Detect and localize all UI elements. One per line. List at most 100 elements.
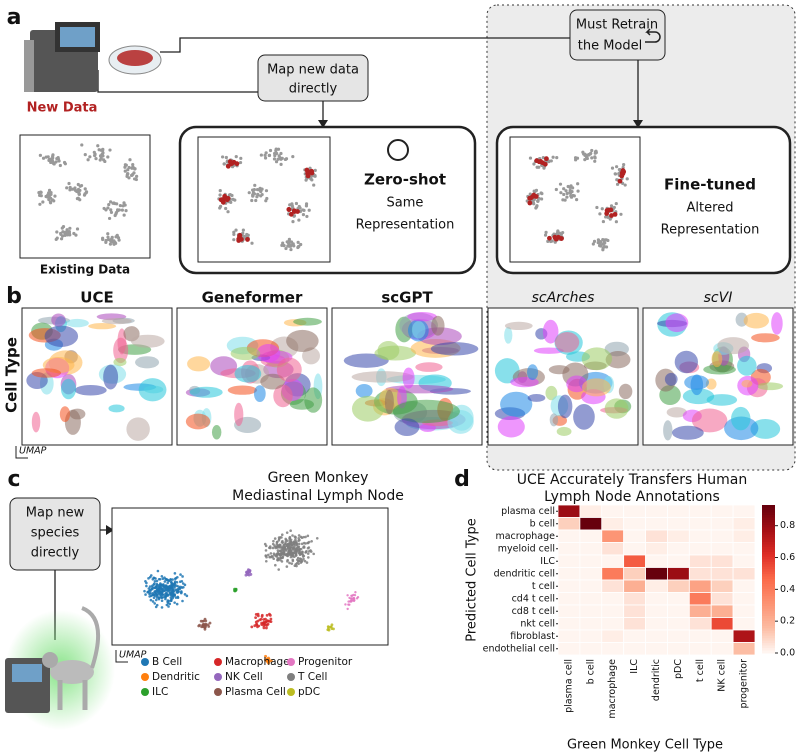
scatter-dot: [65, 230, 69, 234]
colorbar-segment: [762, 549, 775, 553]
scatter-dot: [556, 231, 560, 236]
scatter-dot: [250, 625, 254, 629]
scatter-dot: [101, 151, 105, 155]
scatter-dot: [284, 157, 289, 161]
scatter-dot: [55, 236, 59, 240]
legend-label: Progenitor: [298, 656, 353, 668]
scatter-dot: [301, 208, 305, 212]
heatmap-cell: [710, 517, 734, 531]
heatmap-cell: [710, 642, 734, 656]
umap-blob: [504, 326, 513, 344]
monkey-umap: [111, 507, 389, 646]
heatmap-cell: [710, 529, 734, 543]
heatmap-cell: [688, 542, 712, 556]
heatmap-cell: [688, 567, 712, 581]
scatter-dot: [356, 595, 360, 599]
scatter-dot: [93, 153, 97, 158]
heatmap-cell: [579, 504, 603, 518]
scatter-dot: [148, 592, 151, 596]
legend-label: B Cell: [152, 656, 182, 668]
scatter-dot: [126, 172, 130, 176]
scatter-dot: [160, 606, 164, 609]
scatter-dot: [164, 597, 167, 601]
umap-blob: [549, 413, 559, 427]
scatter-dot: [68, 233, 72, 237]
scatter-dot: [269, 552, 273, 555]
legend-label: ILC: [152, 686, 168, 698]
umap-blob: [402, 367, 415, 389]
scatter-dot: [568, 188, 572, 193]
heatmap-cell: [732, 542, 756, 556]
colorbar-segment: [762, 574, 775, 578]
scatter-dot: [527, 200, 533, 206]
umap-blob: [384, 389, 394, 415]
scatter-dot: [102, 158, 106, 162]
heatmap-cell: [557, 504, 581, 518]
heatmap-cell: [557, 517, 581, 531]
scatter-dot: [47, 188, 52, 192]
scatter-dot: [295, 561, 299, 565]
scatter-dot: [598, 212, 602, 216]
umap-blob: [717, 337, 750, 355]
scatter-dot: [51, 156, 55, 160]
colorbar-segment: [762, 623, 775, 627]
umap-blob: [355, 383, 373, 398]
scatter-dot: [609, 204, 614, 208]
heatmap-cell: [601, 554, 625, 568]
umap-blob: [533, 347, 564, 354]
scatter-dot: [606, 215, 610, 219]
scatter-dot: [305, 173, 311, 179]
umap-blob: [126, 417, 150, 441]
label: scVI: [704, 290, 733, 306]
scatter-dot: [286, 539, 289, 543]
scatter-dot: [353, 599, 356, 602]
scatter-dot: [269, 546, 272, 550]
scatter-dot: [273, 537, 277, 540]
scatter-dot: [602, 241, 606, 245]
scatter-dot: [346, 607, 349, 611]
scatter-dot: [173, 572, 177, 575]
scatter-dot: [288, 561, 291, 565]
scatter-dot: [310, 539, 313, 543]
umap-blob: [504, 321, 533, 331]
heatmap-cell: [579, 629, 603, 643]
colorbar-segment: [762, 546, 775, 550]
colorbar-segment: [762, 566, 775, 570]
scatter-dot: [50, 198, 55, 202]
scatter-dot: [59, 232, 63, 237]
scatter-dot: [272, 539, 275, 543]
heatmap-cell: [688, 579, 712, 593]
scatter-dot: [155, 593, 159, 597]
scatter-dot: [152, 596, 156, 600]
scatter-dot: [238, 160, 243, 165]
colorbar-segment: [762, 517, 775, 521]
scatter-dot: [97, 148, 101, 152]
scatter-dot: [304, 202, 309, 206]
scatter-dot: [123, 203, 127, 207]
umap-blob: [665, 313, 689, 333]
heatmap-cell: [601, 517, 625, 531]
retrain-callout: [569, 9, 666, 61]
scatter-dot: [273, 544, 276, 547]
heatmap-cell: [623, 617, 646, 631]
umap-blob: [731, 406, 751, 431]
scatter-dot: [296, 556, 300, 560]
scatter-dot: [134, 177, 138, 182]
legend-swatch: [214, 658, 222, 666]
scatter-dot: [622, 163, 626, 167]
colorbar-segment: [762, 505, 775, 508]
scatter-dot: [280, 533, 284, 537]
scatter-dot: [290, 553, 293, 556]
row-label: fibroblast: [510, 631, 555, 642]
label: directly: [289, 82, 338, 97]
heatmap-cell: [732, 567, 756, 581]
colorbar-segment: [762, 616, 775, 619]
column-label: ILC: [629, 659, 640, 674]
scatter-dot: [623, 183, 627, 187]
row-label: macrophage: [495, 531, 555, 542]
scatter-dot: [251, 194, 255, 198]
scatter-dot: [92, 150, 96, 154]
scatter-dot: [304, 551, 307, 554]
colorbar-segment: [762, 529, 775, 533]
umap-blob: [573, 403, 595, 430]
